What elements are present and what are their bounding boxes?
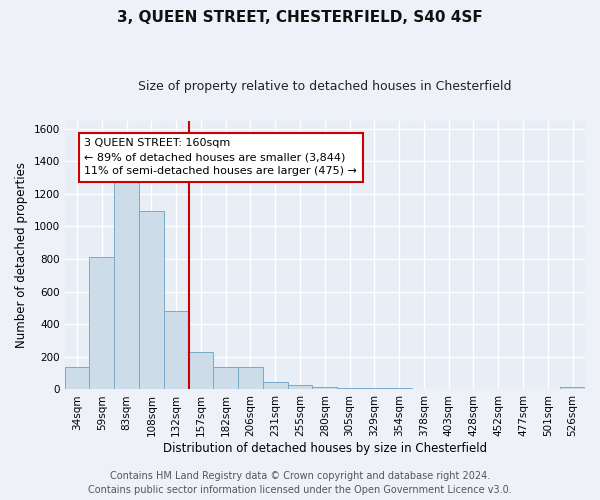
Bar xyxy=(362,388,387,390)
Bar xyxy=(238,368,263,390)
Text: 3 QUEEN STREET: 160sqm
← 89% of detached houses are smaller (3,844)
11% of semi-: 3 QUEEN STREET: 160sqm ← 89% of detached… xyxy=(85,138,358,176)
Bar xyxy=(337,388,362,390)
Y-axis label: Number of detached properties: Number of detached properties xyxy=(15,162,28,348)
Text: 3, QUEEN STREET, CHESTERFIELD, S40 4SF: 3, QUEEN STREET, CHESTERFIELD, S40 4SF xyxy=(117,10,483,25)
Bar xyxy=(214,368,238,390)
Bar xyxy=(188,352,214,390)
Bar xyxy=(139,211,164,390)
Bar xyxy=(511,388,535,390)
Bar xyxy=(461,388,486,390)
Text: Contains HM Land Registry data © Crown copyright and database right 2024.
Contai: Contains HM Land Registry data © Crown c… xyxy=(88,471,512,495)
Bar xyxy=(114,178,139,390)
Bar xyxy=(436,388,461,390)
Bar xyxy=(560,387,585,390)
Bar xyxy=(65,366,89,390)
Bar xyxy=(412,388,436,390)
X-axis label: Distribution of detached houses by size in Chesterfield: Distribution of detached houses by size … xyxy=(163,442,487,455)
Bar xyxy=(486,388,511,390)
Bar xyxy=(164,311,188,390)
Bar xyxy=(535,388,560,390)
Bar xyxy=(287,384,313,390)
Bar xyxy=(313,387,337,390)
Bar xyxy=(263,382,287,390)
Title: Size of property relative to detached houses in Chesterfield: Size of property relative to detached ho… xyxy=(138,80,512,93)
Bar xyxy=(387,388,412,390)
Bar xyxy=(89,256,114,390)
